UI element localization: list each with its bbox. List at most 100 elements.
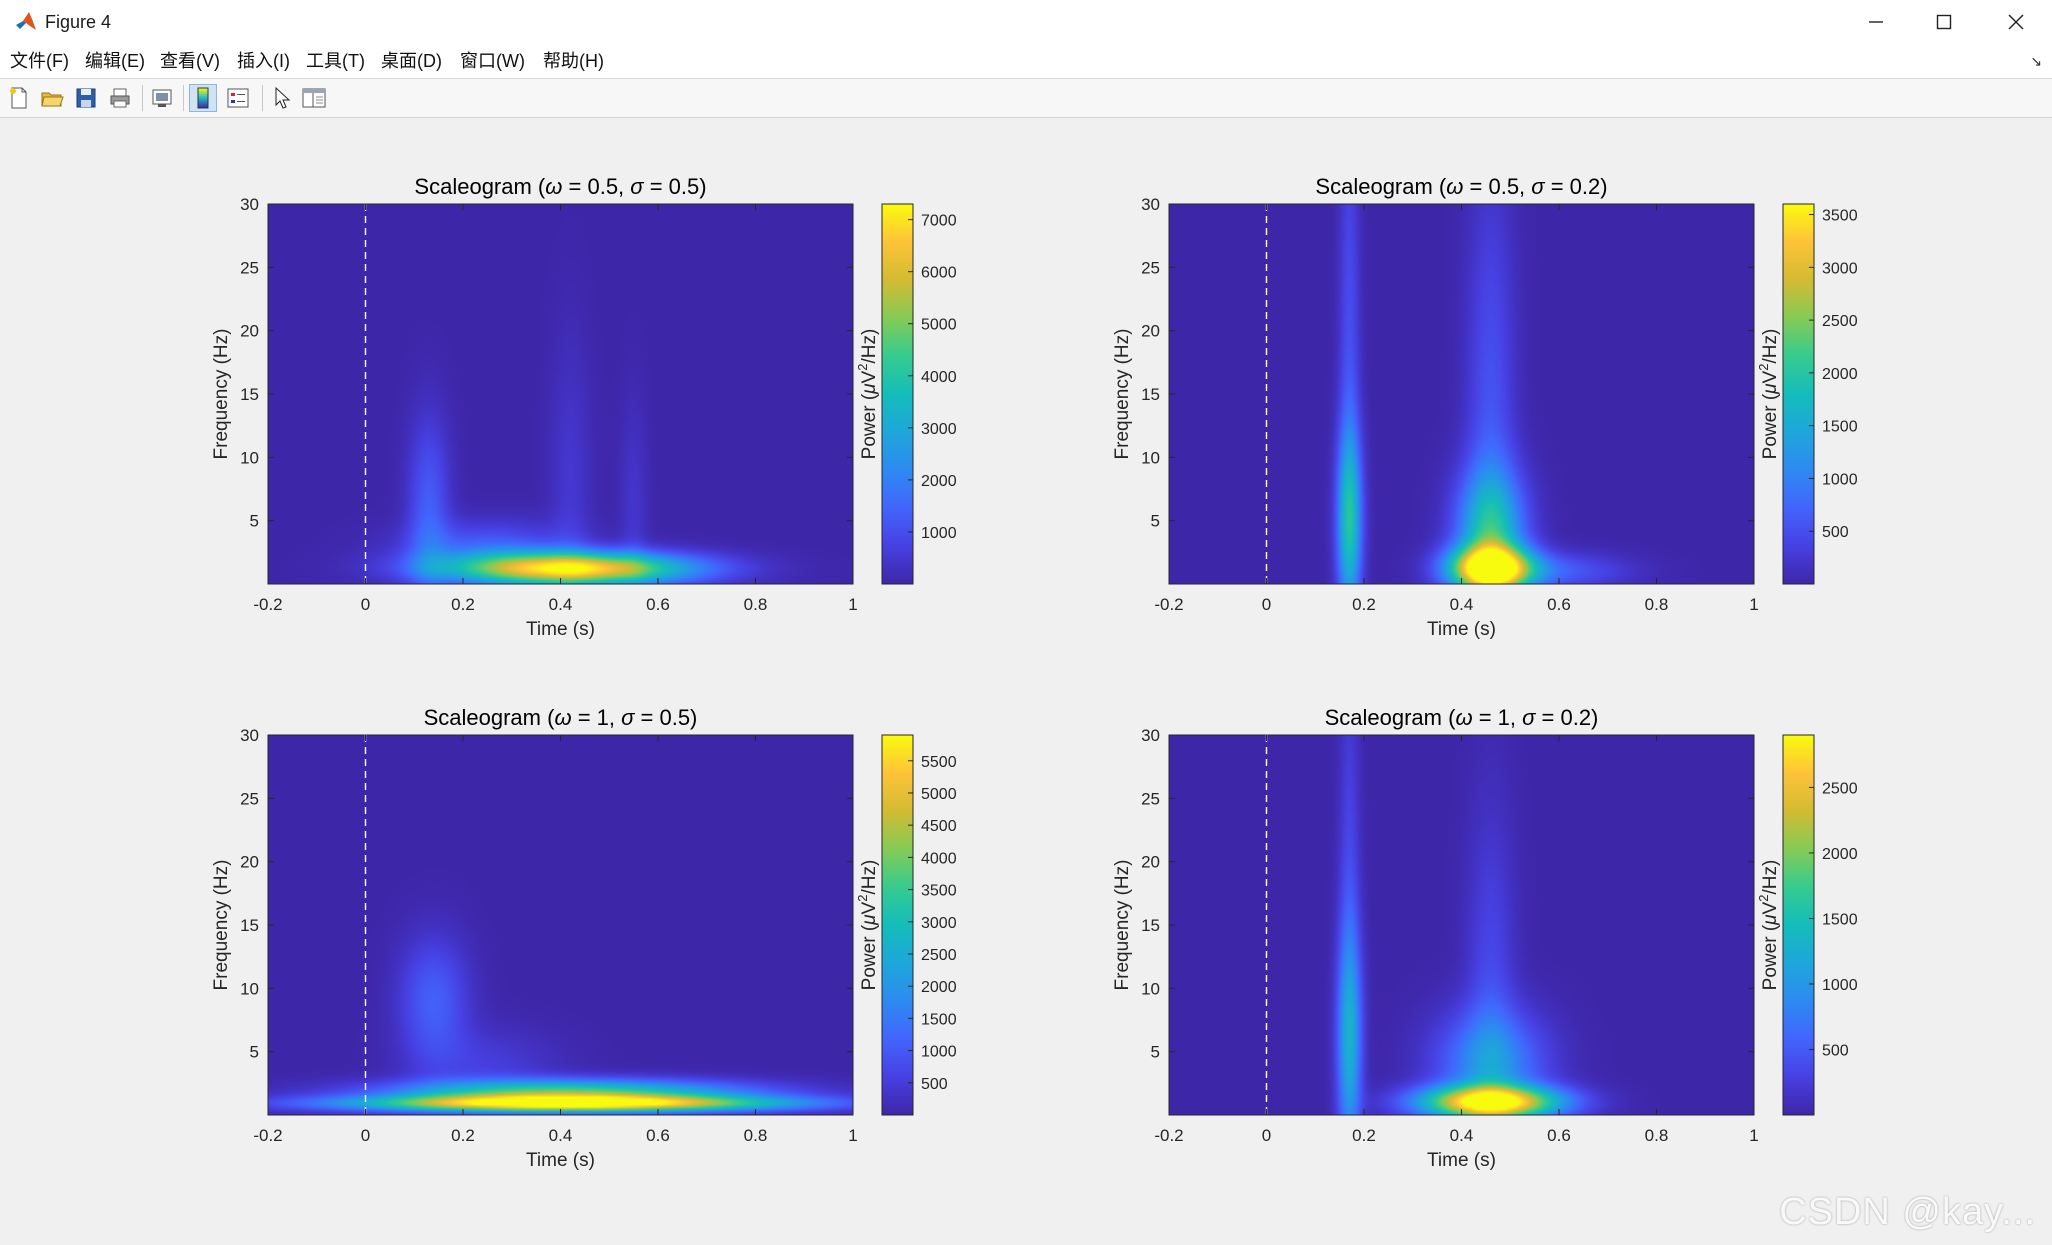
title-omega-value: = 1, bbox=[572, 705, 622, 730]
colorbar-tick-label: 1000 bbox=[921, 525, 957, 542]
x-tick-label: -0.2 bbox=[1154, 1126, 1183, 1145]
x-tick-label: 0.6 bbox=[646, 595, 670, 614]
toolbar-separator bbox=[142, 85, 143, 111]
chart-title: Scaleogram (ω = 0.5, σ = 0.5) bbox=[414, 174, 706, 199]
colorbar bbox=[1782, 203, 1815, 585]
title-omega-symbol: ω bbox=[1455, 705, 1472, 730]
menu-view[interactable]: 查看(V) bbox=[160, 51, 220, 71]
colorbar-label: Power (μV2/Hz) bbox=[1756, 329, 1781, 460]
menu-edit[interactable]: 编辑(E) bbox=[85, 51, 145, 71]
title-omega-value: = 1, bbox=[1473, 705, 1523, 730]
colorbar-label-mu: μ bbox=[859, 914, 880, 926]
window-title: Figure 4 bbox=[45, 12, 112, 32]
colorbar-tick-label: 500 bbox=[1822, 524, 1849, 541]
x-tick-label: 0.8 bbox=[744, 1126, 768, 1145]
colorbar-label-tail: /Hz) bbox=[859, 329, 880, 364]
y-tick-label: 10 bbox=[240, 448, 259, 467]
title-omega-symbol: ω bbox=[554, 705, 571, 730]
y-tick-label: 30 bbox=[240, 195, 259, 214]
link-plot-button[interactable] bbox=[148, 84, 176, 112]
x-tick-label: 0.2 bbox=[1352, 595, 1376, 614]
colorbar-tick-label: 1500 bbox=[921, 1011, 957, 1028]
new-figure-button[interactable] bbox=[5, 84, 33, 112]
toolbar-separator bbox=[183, 85, 184, 111]
title-sigma-symbol: σ bbox=[1522, 705, 1536, 730]
chart-title: Scaleogram (ω = 1, σ = 0.5) bbox=[424, 705, 698, 730]
y-tick-label: 25 bbox=[1141, 789, 1160, 808]
colorbar-label-unit: V bbox=[1760, 901, 1781, 914]
maximize-icon bbox=[1936, 14, 1952, 30]
y-tick-label: 15 bbox=[1141, 916, 1160, 935]
menu-window[interactable]: 窗口(W) bbox=[460, 51, 525, 71]
close-button[interactable] bbox=[1982, 0, 2050, 44]
title-prefix: Scaleogram ( bbox=[1325, 705, 1457, 730]
x-tick-label: 1 bbox=[848, 595, 857, 614]
colorbar-label-prefix: Power ( bbox=[1760, 924, 1781, 990]
colorbar-tick-label: 2000 bbox=[921, 473, 957, 490]
colorbar-tick-label: 4000 bbox=[921, 369, 957, 386]
insert-legend-button[interactable] bbox=[224, 84, 252, 112]
colorbar-tick-label: 3000 bbox=[1822, 260, 1858, 277]
title-omega-value: = 0.5, bbox=[562, 174, 630, 199]
dock-arrow-icon[interactable]: ↘ bbox=[2030, 53, 2042, 69]
heatmap-image bbox=[268, 204, 853, 584]
colorbar-label-unit: V bbox=[1760, 370, 1781, 383]
menu-tools[interactable]: 工具(T) bbox=[306, 51, 365, 71]
colorbar-label-unit: V bbox=[859, 370, 880, 383]
colorbar-tick-label: 1000 bbox=[1822, 977, 1858, 994]
y-tick-label: 20 bbox=[240, 853, 259, 872]
x-tick-label: 0.6 bbox=[1547, 1126, 1571, 1145]
colorbar-label: Power (μV2/Hz) bbox=[855, 329, 880, 460]
chart-title: Scaleogram (ω = 0.5, σ = 0.2) bbox=[1315, 174, 1607, 199]
save-icon bbox=[76, 88, 96, 108]
heatmap-image bbox=[1169, 204, 1754, 584]
x-tick-label: 0.4 bbox=[549, 1126, 573, 1145]
colorbar-tick-label: 5000 bbox=[921, 317, 957, 334]
open-folder-icon bbox=[41, 92, 64, 107]
open-file-button[interactable] bbox=[38, 84, 66, 112]
heatmap-image bbox=[268, 735, 853, 1115]
colorbar-tick-label: 500 bbox=[921, 1076, 948, 1093]
link-plot-icon bbox=[152, 89, 172, 107]
colorbar-label-sup: 2 bbox=[1756, 364, 1771, 371]
save-figure-button[interactable] bbox=[72, 84, 100, 112]
menu-file[interactable]: 文件(F) bbox=[10, 51, 69, 71]
colorbar-label-prefix: Power ( bbox=[859, 924, 880, 990]
edit-plot-button[interactable] bbox=[268, 84, 296, 112]
y-tick-label: 20 bbox=[1141, 853, 1160, 872]
x-tick-label: 0.6 bbox=[646, 1126, 670, 1145]
y-tick-label: 25 bbox=[1141, 258, 1160, 277]
y-axis-label: Frequency (Hz) bbox=[1112, 329, 1133, 460]
colorbar-label: Power (μV2/Hz) bbox=[1756, 860, 1781, 991]
menu-insert[interactable]: 插入(I) bbox=[237, 51, 290, 71]
x-tick-label: -0.2 bbox=[253, 595, 282, 614]
colorbar-tick-label: 1000 bbox=[1822, 471, 1858, 488]
x-tick-label: 0 bbox=[361, 595, 370, 614]
colorbar-label-tail: /Hz) bbox=[859, 860, 880, 895]
arrow-cursor-icon bbox=[275, 86, 291, 109]
print-figure-button[interactable] bbox=[106, 84, 134, 112]
title-sigma-symbol: σ bbox=[621, 705, 635, 730]
y-tick-label: 10 bbox=[1141, 448, 1160, 467]
menu-desktop[interactable]: 桌面(D) bbox=[381, 51, 442, 71]
x-axis-label: Time (s) bbox=[1427, 619, 1496, 640]
title-sigma-value: = 0.5) bbox=[634, 705, 697, 730]
title-omega-value: = 0.5, bbox=[1463, 174, 1531, 199]
y-tick-label: 30 bbox=[1141, 195, 1160, 214]
title-prefix: Scaleogram ( bbox=[414, 174, 546, 199]
x-tick-label: 0.6 bbox=[1547, 595, 1571, 614]
menu-help[interactable]: 帮助(H) bbox=[543, 51, 604, 71]
watermark: CSDN @kay... bbox=[1779, 1191, 2036, 1233]
title-omega-symbol: ω bbox=[545, 174, 562, 199]
y-tick-label: 5 bbox=[250, 512, 259, 531]
property-inspector-button[interactable] bbox=[300, 84, 328, 112]
insert-colorbar-button[interactable] bbox=[189, 84, 217, 112]
maximize-button[interactable] bbox=[1910, 0, 1978, 44]
y-tick-label: 5 bbox=[250, 1043, 259, 1062]
minimize-button[interactable] bbox=[1842, 0, 1910, 44]
colorbar-label-sup: 2 bbox=[1756, 895, 1771, 902]
colorbar-label-sup: 2 bbox=[855, 895, 870, 902]
title-prefix: Scaleogram ( bbox=[1315, 174, 1447, 199]
y-tick-label: 5 bbox=[1151, 1043, 1160, 1062]
